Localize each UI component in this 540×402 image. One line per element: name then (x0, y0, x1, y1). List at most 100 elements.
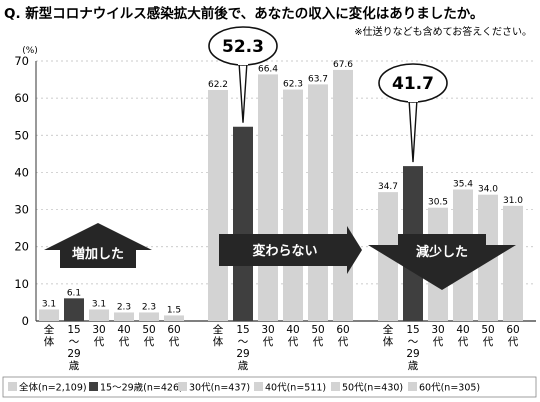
value-label: 35.4 (453, 180, 473, 190)
category-label: 29 (236, 348, 249, 360)
legend-label: 50代(n=430) (342, 383, 403, 394)
category-label: 代 (119, 336, 130, 348)
category-label: 代 (94, 336, 105, 348)
legend-swatch (408, 382, 417, 391)
legend: 全体(n=2,109) 15〜29歳(n=426) 30代(n=437) 40代(n=… (2, 376, 537, 398)
callout-value: 41.7 (392, 74, 434, 94)
category-label: 体 (213, 336, 224, 348)
bar-1-4 (114, 312, 134, 321)
bar-2-4 (283, 89, 303, 321)
category-label: 40 (117, 324, 130, 336)
category-label: 代 (483, 336, 494, 348)
category-label: 代 (169, 336, 180, 348)
legend-swatch (331, 382, 340, 391)
value-label: 31.0 (503, 196, 523, 206)
category-label: 29 (67, 348, 80, 360)
value-label: 62.2 (208, 80, 228, 90)
category-label: 代 (313, 336, 324, 348)
legend-swatch (8, 382, 17, 391)
value-label: 1.5 (167, 305, 181, 315)
value-labels-layer: 3.1 6.1 3.1 2.3 2.3 1.5 62.2 66.4 62.3 63.7 67.6 34… (42, 60, 523, 316)
y-tick-label: 20 (14, 240, 29, 254)
legend-swatch (89, 382, 98, 391)
value-label: 3.1 (42, 299, 56, 309)
value-label: 66.4 (258, 64, 278, 74)
category-label: 全 (44, 323, 55, 336)
legend-label: 40代(n=511) (265, 383, 326, 394)
chart-note: ※仕送りなども含めてお答えください。 (354, 25, 532, 38)
callout-pointer (408, 98, 418, 163)
legend-label: 30代(n=437) (189, 383, 250, 394)
callout-join (408, 97, 418, 102)
legend-box (2, 376, 537, 398)
bar-2-2 (233, 126, 253, 321)
category-label: 29 (406, 348, 419, 360)
bar-1-6 (164, 315, 184, 321)
category-label: 30 (92, 324, 105, 336)
category-label: 代 (433, 336, 444, 348)
category-label: 体 (383, 336, 394, 348)
y-tick-label: 30 (14, 203, 29, 217)
category-label: 歳 (408, 360, 419, 372)
bar-1-3 (89, 309, 109, 321)
category-label: 代 (263, 336, 274, 348)
category-label: 15 (406, 324, 419, 336)
bar-2-3 (258, 74, 278, 321)
category-label: 全 (213, 323, 224, 336)
category-label: 代 (144, 336, 155, 348)
category-label: 40 (286, 324, 299, 336)
value-label: 62.3 (283, 80, 303, 90)
y-axis: 0 10 20 30 40 50 60 70 (14, 54, 37, 328)
callout-pointer (238, 61, 248, 123)
y-tick-label: 50 (14, 128, 29, 142)
callouts-layer: 52.3 41.7 (208, 26, 448, 163)
category-label: 〜 (69, 336, 80, 348)
category-label: 50 (311, 324, 324, 336)
category-label: 50 (142, 324, 155, 336)
bar-2-6 (333, 69, 353, 322)
bar-1-1 (39, 309, 59, 321)
category-label: 60 (506, 324, 519, 336)
category-label: 代 (288, 336, 299, 348)
value-label: 34.0 (478, 185, 498, 195)
legend-label: 15〜29歳(n=426) (100, 382, 183, 394)
category-label: 代 (458, 336, 469, 348)
category-label: 30 (261, 324, 274, 336)
category-label: 代 (338, 336, 349, 348)
group-label: 変わらない (252, 243, 317, 259)
y-tick-label: 40 (14, 165, 29, 179)
y-tick-label: 10 (14, 277, 29, 291)
bar-2-1 (208, 89, 228, 321)
category-label: 15 (67, 324, 80, 336)
group-label: 減少した (416, 244, 468, 260)
legend-swatch (254, 382, 263, 391)
arrow-right-icon (219, 226, 362, 274)
category-label: 歳 (238, 360, 249, 372)
y-tick-label: 60 (14, 91, 29, 105)
category-label: 全 (383, 323, 394, 336)
category-label: 60 (336, 324, 349, 336)
legend-label: 60代(n=305) (419, 383, 480, 394)
arrow-up-icon (44, 223, 152, 268)
value-label: 67.6 (333, 60, 353, 70)
category-label: 歳 (69, 360, 80, 372)
value-label: 6.1 (67, 288, 81, 298)
category-labels-layer: 全体15〜29歳30代40代50代60代全体15〜29歳30代40代50代60代… (44, 323, 520, 372)
legend-label: 全体(n=2,109) (19, 382, 87, 394)
category-label: 50 (481, 324, 494, 336)
chart-title: Q. 新型コロナウイルス感染拡大前後で、あなたの収入に変化はありましたか。 (4, 5, 484, 22)
value-label: 3.1 (92, 299, 106, 309)
bar-1-2 (64, 298, 84, 321)
y-tick-label: 70 (14, 54, 29, 68)
y-axis-unit: (%) (22, 46, 38, 56)
category-label: 〜 (408, 336, 419, 348)
callout-join (238, 60, 248, 65)
category-label: 15 (236, 324, 249, 336)
category-label: 60 (167, 324, 180, 336)
group-label: 増加した (72, 246, 124, 262)
category-label: 40 (456, 324, 469, 336)
group-arrows-layer: 増加した 変わらない 減少した (44, 223, 516, 290)
category-label: 体 (44, 336, 55, 348)
value-label: 2.3 (117, 302, 131, 312)
